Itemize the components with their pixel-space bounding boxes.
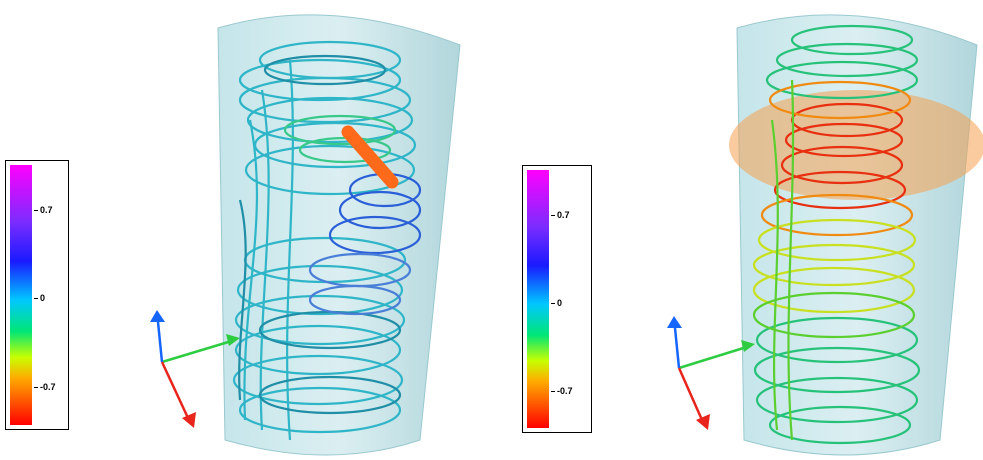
colorbar-tick-top: 0.7 [34, 205, 53, 215]
colorbar-tick-bottom: -0.7 [551, 386, 573, 396]
axis-triad-left [150, 310, 240, 428]
right-visualization-panel: 0.7 0 -0.7 [492, 0, 983, 460]
streamline-render-right [667, 14, 983, 456]
streamlines [752, 24, 921, 445]
colorbar-tick-mid: 0 [34, 293, 45, 303]
streamlines [232, 40, 422, 441]
colorbar-gradient [10, 165, 32, 425]
streamline-render-left [150, 14, 461, 456]
colorbar-tick-mid: 0 [551, 298, 562, 308]
colorbar-left: 0.7 0 -0.7 [5, 160, 69, 430]
colorbar-tick-top: 0.7 [551, 210, 570, 220]
colorbar-gradient [527, 170, 549, 428]
left-visualization-panel: 0.7 0 -0.7 [0, 0, 490, 460]
colorbar-tick-bottom: -0.7 [34, 382, 56, 392]
colorbar-right: 0.7 0 -0.7 [522, 165, 592, 433]
axis-triad-right [667, 316, 755, 430]
orange-rod-marker [341, 125, 399, 189]
